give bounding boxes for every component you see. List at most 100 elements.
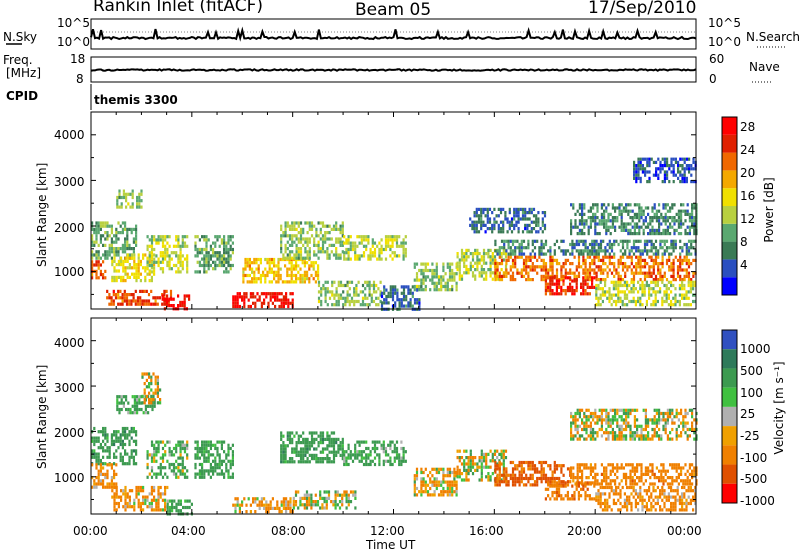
heatmap-cell-1 bbox=[117, 231, 120, 235]
heatmap-cell-16 bbox=[584, 268, 587, 272]
heatmap-cell-17 bbox=[520, 246, 523, 250]
heatmap-cell-16 bbox=[643, 274, 647, 278]
heatmap-cell-17 bbox=[494, 239, 497, 243]
heatmap-cell-0 bbox=[102, 430, 105, 434]
heatmap-cell-4 bbox=[168, 450, 171, 454]
heatmap-cell-6 bbox=[183, 300, 186, 304]
heatmap-cell-8 bbox=[285, 298, 288, 302]
heatmap-cell-5 bbox=[170, 251, 173, 255]
heatmap-cell-12 bbox=[347, 238, 350, 242]
heatmap-cell-13 bbox=[389, 294, 392, 299]
heatmap-cell-11 bbox=[446, 486, 449, 491]
heatmap-cell-17 bbox=[520, 252, 523, 256]
heatmap-cell-6 bbox=[177, 304, 180, 308]
heatmap-cell-16 bbox=[536, 265, 539, 269]
heatmap-cell-3 bbox=[133, 404, 136, 408]
heatmap-cell-16 bbox=[593, 262, 596, 266]
heatmap-cell-19 bbox=[694, 280, 697, 284]
heatmap-cell-5 bbox=[172, 263, 176, 268]
heatmap-cell-9 bbox=[246, 257, 249, 262]
heatmap-cell-20 bbox=[673, 219, 676, 223]
heatmap-cell-13 bbox=[527, 467, 530, 471]
heatmap-cell-8 bbox=[295, 444, 298, 448]
heatmap-cell-11 bbox=[355, 293, 358, 297]
heatmap-cell-5 bbox=[164, 235, 167, 239]
heatmap-cell-19 bbox=[630, 280, 633, 284]
heatmap-cell-19 bbox=[601, 290, 604, 294]
heatmap-cell-16 bbox=[606, 255, 609, 259]
heatmap-cell-20 bbox=[658, 225, 661, 229]
heatmap-cell-21 bbox=[473, 211, 476, 215]
heatmap-cell-19 bbox=[687, 280, 690, 284]
heatmap-cell-6 bbox=[170, 297, 173, 301]
heatmap-cell-17 bbox=[621, 239, 625, 243]
heatmap-cell-6 bbox=[218, 453, 221, 457]
heatmap-cell-15 bbox=[496, 271, 499, 275]
heatmap-cell-17 bbox=[630, 246, 633, 250]
heatmap-cell-17 bbox=[632, 242, 636, 247]
heatmap-cell-1 bbox=[91, 234, 94, 238]
heatmap-cell-10 bbox=[297, 253, 300, 257]
colorbar-tick-label: 24 bbox=[740, 143, 756, 157]
heatmap-cell-16 bbox=[602, 258, 605, 262]
heatmap-cell-0 bbox=[104, 449, 107, 453]
heatmap-cell-14 bbox=[589, 469, 592, 473]
heatmap-cell-7 bbox=[287, 503, 290, 507]
heatmap-cell-11 bbox=[344, 283, 347, 288]
heatmap-cell-19 bbox=[670, 299, 673, 304]
heatmap-cell-0 bbox=[135, 462, 138, 466]
heatmap-cell-20 bbox=[664, 222, 667, 226]
heatmap-cell-12 bbox=[474, 468, 477, 472]
heatmap-cell-16 bbox=[670, 262, 673, 266]
heatmap-cell-11 bbox=[342, 290, 345, 294]
heatmap-cell-9 bbox=[290, 261, 293, 265]
heatmap-cell-16 bbox=[635, 265, 638, 269]
heatmap-cell-21 bbox=[543, 227, 547, 231]
heatmap-cell-13 bbox=[416, 298, 419, 302]
heatmap-cell-17 bbox=[586, 249, 589, 253]
heatmap-cell-12 bbox=[471, 459, 475, 463]
heatmap-cell-9 bbox=[279, 257, 282, 262]
heatmap-cell-20 bbox=[574, 212, 577, 216]
heatmap-cell-16 bbox=[632, 265, 636, 269]
heatmap-cell-6 bbox=[181, 304, 184, 308]
heatmap-cell-12 bbox=[465, 478, 468, 482]
heatmap-cell-12 bbox=[460, 472, 464, 476]
heatmap-cell-21 bbox=[519, 217, 522, 221]
heatmap-cell-9 bbox=[314, 270, 317, 274]
heatmap-cell-20 bbox=[605, 209, 608, 213]
heatmap-cell-10 bbox=[315, 231, 318, 235]
heatmap-cell-0 bbox=[99, 458, 102, 463]
heatmap-cell-21 bbox=[477, 230, 481, 234]
heatmap-cell-19 bbox=[595, 303, 598, 307]
heatmap-cell-9 bbox=[255, 277, 258, 281]
heatmap-cell-6 bbox=[212, 459, 215, 463]
heatmap-cell-12 bbox=[343, 235, 346, 239]
heatmap-cell-10 bbox=[339, 224, 342, 228]
heatmap-cell-7 bbox=[223, 263, 226, 268]
heatmap-cell-19 bbox=[652, 303, 655, 307]
heatmap-cell-16 bbox=[540, 268, 543, 272]
heatmap-cell-6 bbox=[209, 475, 212, 479]
heatmap-cell-19 bbox=[612, 280, 615, 284]
heatmap-cell-22 bbox=[639, 157, 642, 161]
heatmap-cell-6 bbox=[207, 453, 210, 457]
heatmap-cell-16 bbox=[597, 278, 600, 282]
heatmap-cell-20 bbox=[611, 222, 614, 226]
heatmap-cell-0 bbox=[91, 276, 94, 280]
heatmap-cell-13 bbox=[405, 294, 408, 299]
heatmap-cell-16 bbox=[639, 271, 642, 275]
heatmap-cell-21 bbox=[521, 230, 525, 234]
heatmap-cell-12 bbox=[369, 251, 372, 255]
heatmap-cell-20 bbox=[666, 209, 669, 213]
heatmap-cell-15 bbox=[502, 258, 505, 262]
heatmap-cell-1 bbox=[126, 227, 129, 231]
heatmap-cell-5 bbox=[157, 235, 160, 239]
heatmap-cell-22 bbox=[672, 180, 675, 184]
heatmap-cell-17 bbox=[685, 246, 688, 250]
heatmap-cell-20 bbox=[636, 212, 639, 216]
heatmap-cell-8 bbox=[337, 444, 340, 448]
heatmap-cell-10 bbox=[337, 256, 340, 260]
heatmap-cell-1 bbox=[110, 256, 113, 260]
heatmap-cell-2 bbox=[128, 498, 131, 502]
